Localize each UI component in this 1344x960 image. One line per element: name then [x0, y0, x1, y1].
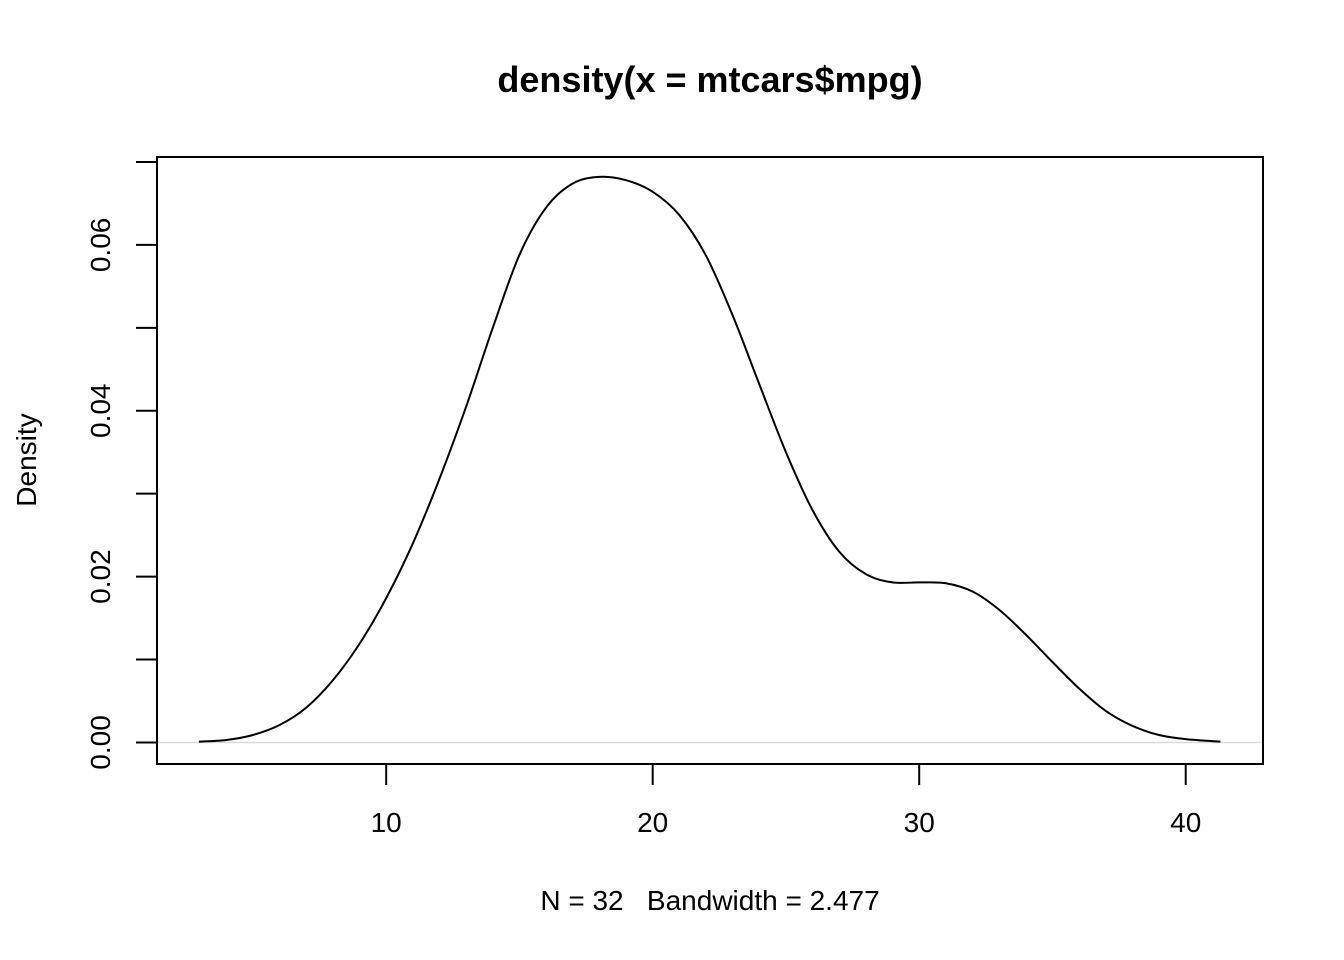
plot-frame [156, 156, 1264, 765]
y-tick-label: 0.00 [85, 715, 116, 770]
x-tick-label: 40 [1170, 807, 1201, 838]
y-axis-label: Density [11, 413, 42, 506]
x-tick-label: 10 [371, 807, 402, 838]
y-tick-label: 0.04 [85, 384, 116, 439]
x-tick-label: 20 [637, 807, 668, 838]
x-tick-label: 30 [904, 807, 935, 838]
y-tick-label: 0.02 [85, 549, 116, 604]
x-axis: 10 20 30 40 [371, 763, 1201, 838]
x-axis-label: N = 32 Bandwidth = 2.477 [540, 885, 879, 916]
chart-title: density(x = mtcars$mpg) [497, 59, 922, 100]
y-axis: 0.00 0.02 0.04 0.06 [85, 160, 158, 770]
density-curve [198, 175, 1221, 743]
y-tick-label: 0.06 [85, 218, 116, 273]
